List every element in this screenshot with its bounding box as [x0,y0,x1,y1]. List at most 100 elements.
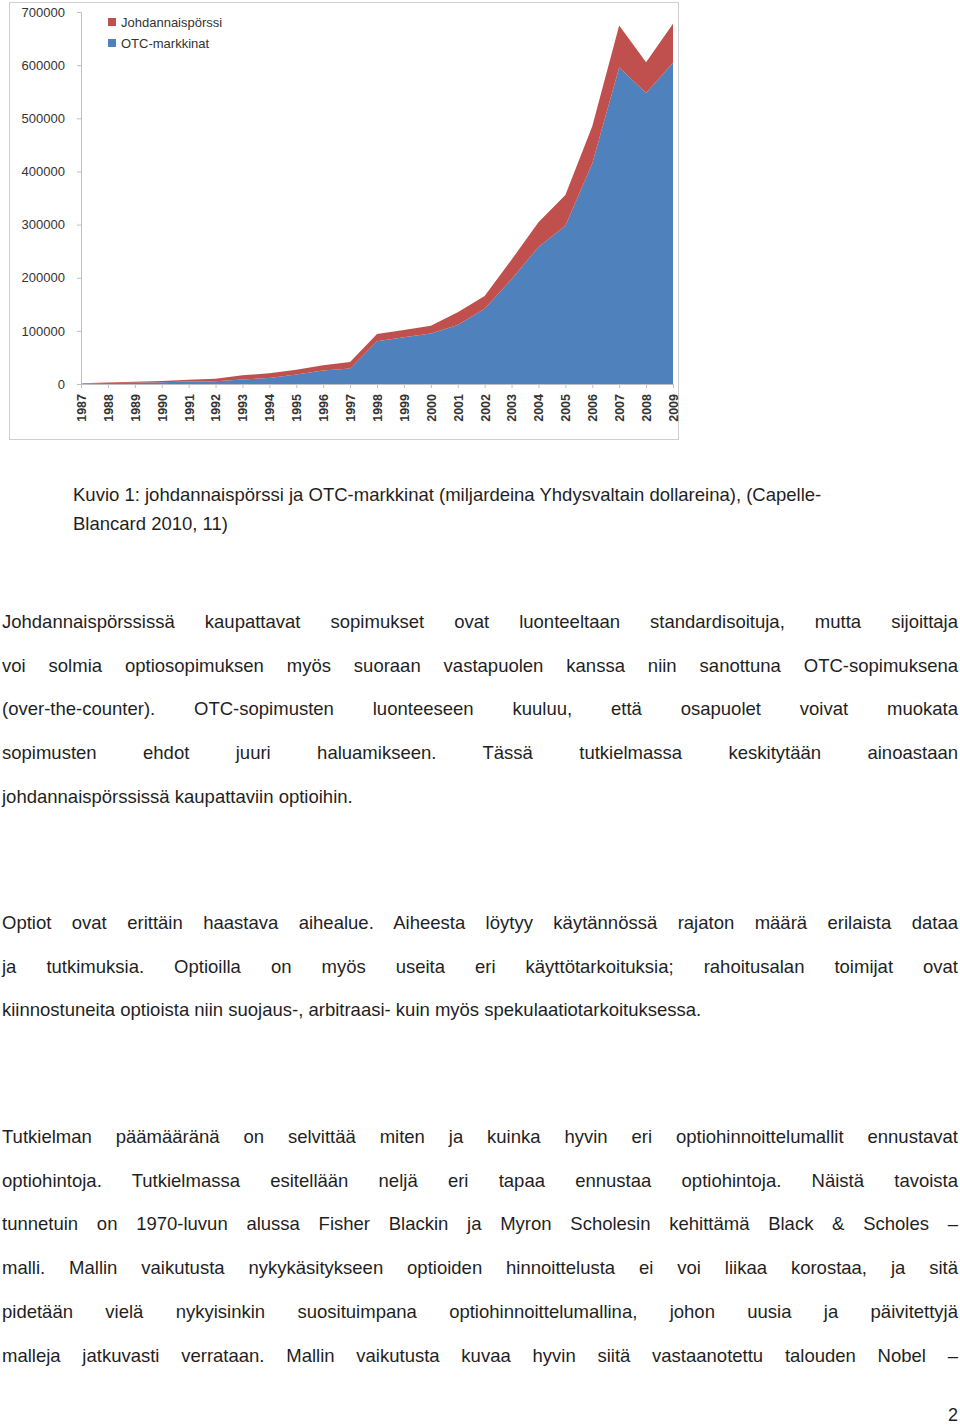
paragraph-line: malli. Mallin vaikutusta nykykäsitykseen… [2,1246,958,1290]
x-tick-mark [673,384,674,388]
x-tick-label: 1992 [209,394,223,422]
legend: JohdannaispörssiOTC-markkinat [108,15,222,51]
x-tick-label: 1998 [371,394,385,422]
x-tick: 1988 [102,384,116,422]
x-tick-mark [646,384,647,388]
x-tick-label: 2000 [425,394,439,422]
page-number: 2 [948,1402,958,1425]
caption-line: Blancard 2010, 11) [73,509,958,538]
x-tick-mark [242,384,243,388]
x-tick-mark [538,384,539,388]
paragraph-line: sopimusten ehdot juuri haluamikseen. Täs… [2,731,958,775]
y-tick-mark [77,65,81,66]
x-tick-mark [81,384,82,388]
x-tick-mark [108,384,109,388]
y-tick-mark [77,278,81,279]
paragraph-line: Optiot ovat erittäin haastava aihealue. … [2,901,958,945]
x-tick: 2007 [613,384,627,422]
y-tick-label: 300000 [22,217,65,232]
x-tick: 1995 [290,384,304,422]
x-tick-mark [404,384,405,388]
y-tick-mark [77,225,81,226]
x-tick-mark [269,384,270,388]
y-tick-mark [77,118,81,119]
x-tick-label: 1999 [398,394,412,422]
paragraph-line: Johdannaispörssissä kaupattavat sopimuks… [2,600,958,644]
x-tick-label: 2009 [667,394,681,422]
x-tick-mark [431,384,432,388]
x-tick: 2004 [532,384,546,422]
x-tick: 1992 [209,384,223,422]
y-tick-label: 0 [58,377,65,392]
x-tick-mark [216,384,217,388]
paragraph-line: ja tutkimuksia. Optioilla on myös useita… [2,945,958,989]
x-tick-label: 1988 [102,394,116,422]
x-tick: 1998 [371,384,385,422]
y-tick: 400000 [22,164,81,179]
x-tick: 1993 [236,384,250,422]
x-tick: 2000 [425,384,439,422]
x-tick-mark [296,384,297,388]
caption-line: Kuvio 1: johdannaispörssi ja OTC-markkin… [73,480,958,509]
y-tick-mark [77,12,81,13]
x-axis: 1987 1988 1989 1990 1991 1992 1993 1994 1995 1996… [75,384,681,422]
x-tick-label: 1990 [156,394,170,422]
x-tick-mark [377,384,378,388]
legend-swatch [108,18,116,26]
x-tick-mark [619,384,620,388]
paragraph-line: malleja jatkuvasti verrataan. Mallin vai… [2,1334,958,1378]
x-tick-mark [162,384,163,388]
y-tick-label: 200000 [22,270,65,285]
x-tick-label: 1987 [75,394,89,422]
paragraph-line: voi solmia optiosopimuksen myös suoraan … [2,644,958,688]
x-tick-mark [458,384,459,388]
y-tick: 0 [58,377,81,392]
x-tick-label: 2007 [613,394,627,422]
x-tick-mark [189,384,190,388]
x-tick-label: 1989 [129,394,143,422]
x-tick-mark [512,384,513,388]
paragraph-line: pidetään vielä nykyisinkin suosituimpana… [2,1290,958,1334]
x-tick-label: 2005 [559,394,573,422]
chart-frame [10,3,679,440]
y-tick-label: 400000 [22,164,65,179]
x-tick: 2002 [479,384,493,422]
x-tick-label: 1997 [344,394,358,422]
x-tick: 2005 [559,384,573,422]
legend-label: Johdannaispörssi [121,15,222,30]
y-tick-mark [77,171,81,172]
x-tick-label: 1994 [263,394,277,422]
paragraph-line: johdannaispörssissä kaupattaviin optioih… [2,775,958,819]
x-tick-label: 2001 [452,394,466,422]
y-tick-label: 500000 [22,111,65,126]
y-tick: 100000 [22,324,81,339]
y-tick: 600000 [22,58,81,73]
x-tick-mark [565,384,566,388]
x-tick-mark [485,384,486,388]
x-tick-label: 2004 [532,394,546,422]
x-tick-label: 1993 [236,394,250,422]
x-tick-label: 2003 [505,394,519,422]
x-tick: 1996 [317,384,331,422]
y-tick-label: 700000 [22,5,65,20]
x-tick: 2006 [586,384,600,422]
y-axis-line [77,13,82,385]
y-tick: 300000 [22,217,81,232]
x-tick: 1991 [183,384,197,422]
paragraph-line: Tutkielman päämääränä on selvittää miten… [2,1115,958,1159]
paragraph-line: optiohintoja. Tutkielmassa esitellään ne… [2,1159,958,1203]
x-tick-label: 1995 [290,394,304,422]
x-tick-mark [592,384,593,388]
x-tick: 1997 [344,384,358,422]
x-tick: 1994 [263,384,277,422]
x-tick: 2008 [640,384,654,422]
x-tick: 2001 [452,384,466,422]
x-tick: 2009 [667,384,681,422]
y-tick-label: 600000 [22,58,65,73]
x-tick: 1990 [156,384,170,422]
chart: 0 100000 200000 300000 400000 500000 600000 700… [0,0,960,445]
x-tick-mark [350,384,351,388]
x-tick: 2003 [505,384,519,422]
x-tick: 1989 [129,384,143,422]
x-tick: 1999 [398,384,412,422]
